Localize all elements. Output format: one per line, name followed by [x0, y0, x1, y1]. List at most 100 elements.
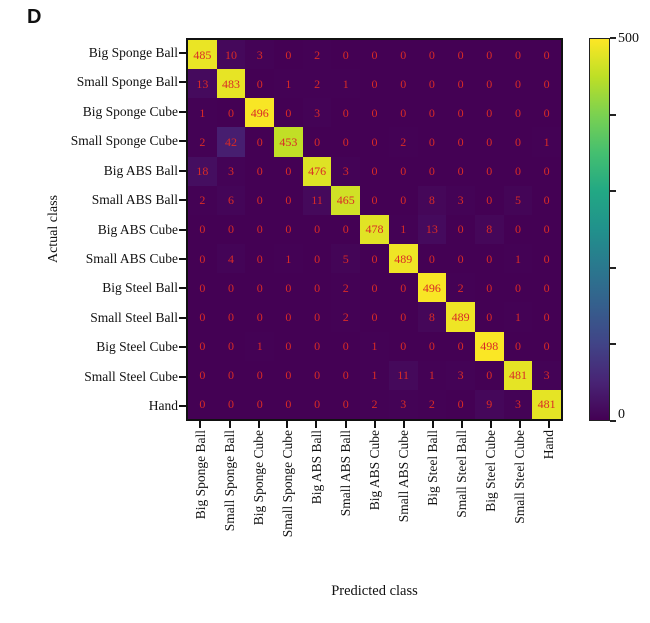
- matrix-cell: 3: [245, 40, 275, 70]
- matrix-cell: 0: [388, 69, 418, 99]
- matrix-cell: 0: [532, 214, 561, 245]
- y-tick-label: Big Steel Ball: [102, 280, 178, 296]
- matrix-cell: 1: [274, 69, 303, 99]
- matrix-cell: 0: [274, 302, 303, 332]
- matrix-cell: 453: [274, 127, 303, 157]
- x-tick-label: Small Steel Cube: [511, 430, 527, 524]
- matrix-cell: 0: [216, 331, 246, 361]
- matrix-cell: 0: [532, 185, 561, 215]
- matrix-cell: 0: [388, 156, 418, 186]
- matrix-cell: 10: [216, 40, 246, 70]
- matrix-cell: 0: [331, 127, 361, 157]
- matrix-cell: 0: [245, 244, 275, 274]
- matrix-cell: 0: [446, 214, 475, 245]
- colorbar-min-label: 0: [618, 407, 625, 422]
- tick-mark: [179, 405, 186, 408]
- matrix-cell: 0: [331, 360, 361, 390]
- y-tick-label: Big ABS Cube: [97, 221, 178, 237]
- matrix-cell: 0: [417, 331, 447, 361]
- tick-mark: [286, 421, 289, 428]
- matrix-cell: 0: [532, 40, 561, 70]
- matrix-cell: 18: [188, 156, 217, 186]
- matrix-cell: 6: [216, 185, 246, 215]
- matrix-cell: 0: [388, 273, 418, 303]
- matrix-cell: 0: [360, 98, 389, 128]
- matrix-cell: 3: [503, 389, 533, 419]
- panel-label: D: [27, 6, 42, 28]
- matrix-cell: 0: [446, 331, 475, 361]
- matrix-cell: 0: [360, 127, 389, 157]
- colorbar-max-label: 500: [618, 31, 639, 46]
- matrix-cell: 1: [417, 360, 447, 390]
- matrix-cell: 0: [503, 98, 533, 128]
- matrix-cell: 0: [474, 302, 504, 332]
- matrix-cell: 0: [274, 214, 303, 245]
- matrix-cell: 5: [503, 185, 533, 215]
- tick-mark: [179, 287, 186, 290]
- colorbar-ticks: [610, 37, 616, 422]
- x-tick-label: Small ABS Ball: [337, 430, 353, 517]
- tick-mark: [228, 421, 231, 428]
- matrix-cell: 0: [446, 40, 475, 70]
- x-tick-label-slot: Big ABS Cube: [360, 430, 389, 578]
- matrix-cell: 0: [331, 98, 361, 128]
- matrix-cell: 0: [274, 40, 303, 70]
- x-tick-label: Small Steel Ball: [453, 430, 469, 518]
- matrix-cell: 0: [474, 360, 504, 390]
- matrix-cell: 0: [331, 389, 361, 419]
- x-tick-label: Big ABS Cube: [366, 430, 382, 511]
- x-tick-label-slot: Small Sponge Ball: [215, 430, 244, 578]
- matrix-cell: 0: [188, 214, 217, 245]
- matrix-cell: 0: [245, 69, 275, 99]
- matrix-cell: 0: [417, 244, 447, 274]
- matrix-cell: 0: [474, 273, 504, 303]
- matrix-cell: 496: [245, 98, 275, 128]
- matrix-cell: 0: [188, 389, 217, 419]
- tick-mark: [402, 421, 405, 428]
- x-tick-label-slot: Hand: [534, 430, 563, 578]
- matrix-cell: 2: [188, 127, 217, 157]
- matrix-cell: 0: [216, 98, 246, 128]
- matrix-cell: 0: [446, 127, 475, 157]
- matrix-cell: 0: [245, 360, 275, 390]
- matrix-cell: 0: [302, 127, 332, 157]
- matrix-cell: 0: [503, 214, 533, 245]
- matrix-cell: 3: [216, 156, 246, 186]
- matrix-cell: 2: [360, 389, 389, 419]
- matrix-cell: 0: [388, 331, 418, 361]
- colorbar-gradient: [589, 38, 610, 421]
- y-tick-label: Big Sponge Cube: [82, 103, 178, 119]
- colorbar-tick-mark: [610, 113, 616, 116]
- tick-mark: [179, 316, 186, 319]
- matrix-cell: 0: [474, 156, 504, 186]
- matrix-cell: 0: [274, 98, 303, 128]
- matrix-cell: 1: [360, 331, 389, 361]
- matrix-cell: 2: [417, 389, 447, 419]
- matrix-cell: 0: [302, 389, 332, 419]
- matrix-cell: 0: [302, 302, 332, 332]
- tick-mark: [460, 421, 463, 428]
- tick-mark: [179, 199, 186, 202]
- y-tick-labels: Big Sponge Ball Small Sponge Ball Big Spon…: [0, 38, 178, 421]
- x-tick-label-slot: Big Sponge Cube: [244, 430, 273, 578]
- matrix-cell: 5: [331, 244, 361, 274]
- y-tick-label: Big Steel Cube: [96, 339, 178, 355]
- matrix-cell: 483: [216, 69, 246, 99]
- matrix-cell: 0: [216, 360, 246, 390]
- matrix-cell: 0: [360, 185, 389, 215]
- tick-mark: [179, 375, 186, 378]
- matrix-cell: 0: [532, 331, 561, 361]
- matrix-cell: 0: [532, 69, 561, 99]
- x-tick-label-slot: Small ABS Ball: [331, 430, 360, 578]
- tick-mark: [518, 421, 521, 428]
- matrix-cell: 9: [474, 389, 504, 419]
- x-tick-label: Small Sponge Ball: [221, 430, 237, 532]
- matrix-cell: 4: [216, 244, 246, 274]
- x-tick-label: Big ABS Ball: [308, 430, 324, 505]
- matrix-cell: 0: [360, 244, 389, 274]
- matrix-cell: 0: [274, 273, 303, 303]
- matrix-cell: 0: [446, 69, 475, 99]
- matrix-cell: 0: [302, 244, 332, 274]
- x-tick-labels: Big Sponge Ball Small Sponge Ball Big Spon…: [186, 430, 563, 578]
